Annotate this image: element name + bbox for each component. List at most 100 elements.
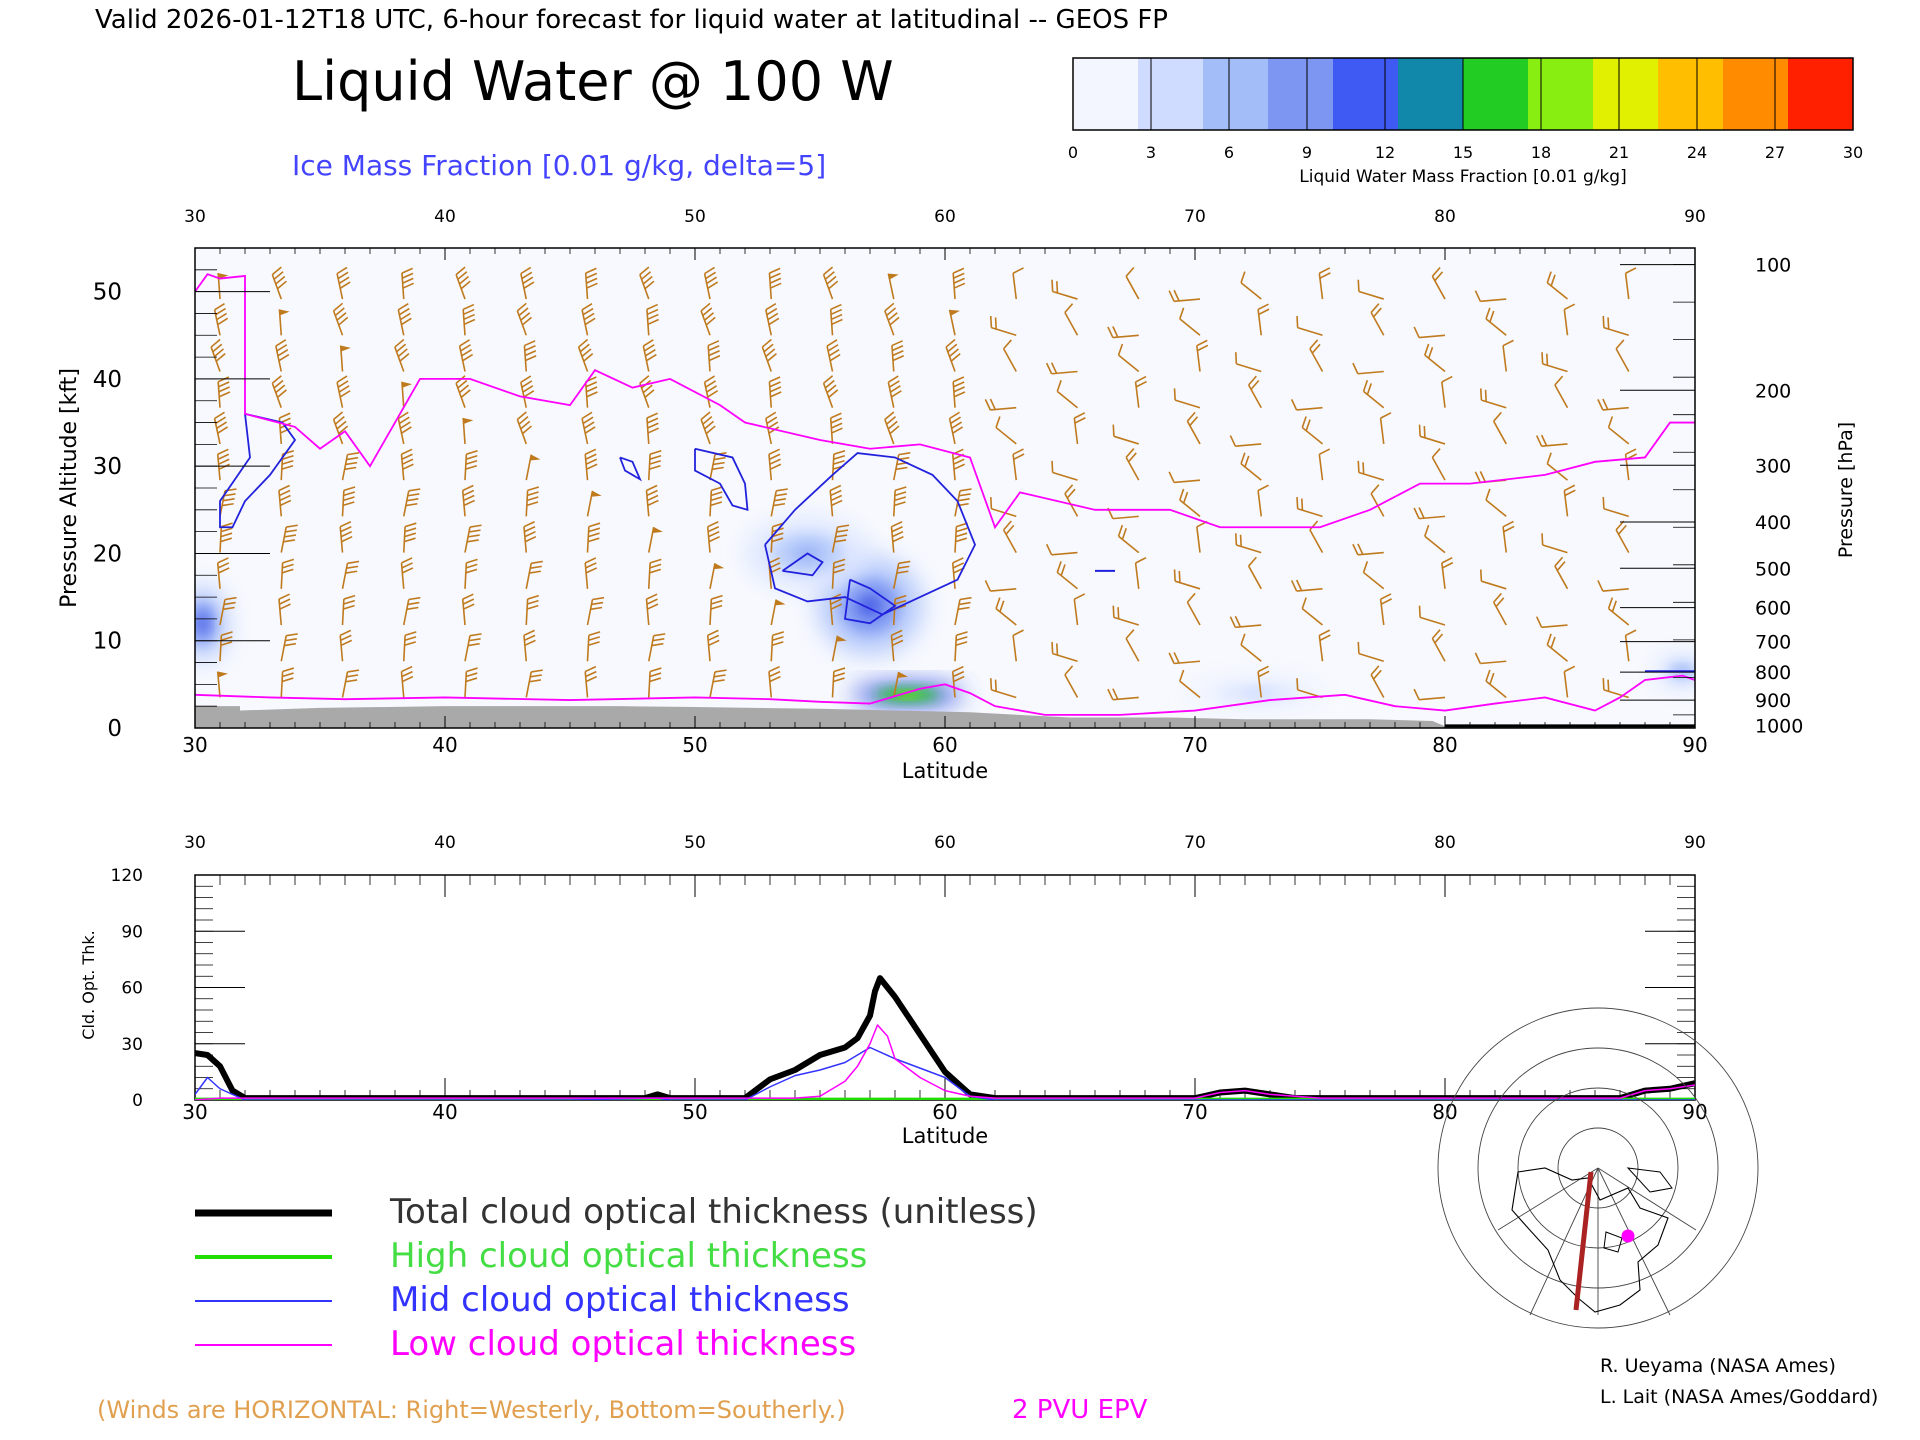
- wind-barb: [1301, 597, 1324, 626]
- wind-barb: [1441, 375, 1453, 408]
- wind-barb-staff: [1502, 345, 1508, 372]
- wind-barb-flag: [823, 375, 834, 384]
- wind-barb-flag: [280, 427, 292, 434]
- wind-barb-flag: [1357, 543, 1364, 555]
- wind-barb-flag: [959, 596, 972, 601]
- wind-barb-flag: [336, 266, 348, 275]
- wind-barb: [1379, 593, 1392, 626]
- wind-barb-flag: [279, 598, 291, 605]
- top-ylabel-right: Pressure [hPa]: [1835, 422, 1857, 558]
- wind-barb-flag: [278, 353, 290, 362]
- wind-barb-flag: [1485, 307, 1491, 320]
- bottom-x-tick-label-upper: 70: [1184, 833, 1206, 853]
- wind-barb: [1424, 524, 1446, 554]
- wind-barb-flag: [394, 338, 405, 348]
- wind-barb-flag: [713, 456, 726, 461]
- wind-barb-staff: [1357, 370, 1384, 375]
- top-x-tick-label: 60: [932, 733, 957, 757]
- wind-barb-flag: [1413, 688, 1420, 701]
- wind-barb: [1602, 315, 1629, 337]
- valid-line: Valid 2026-01-12T18 UTC, 6-hour forecast…: [95, 5, 1168, 35]
- wind-barb: [1546, 271, 1569, 300]
- wind-barb-flag: [895, 466, 908, 471]
- wind-barb-flag: [1125, 266, 1135, 277]
- wind-barb: [709, 486, 723, 517]
- wind-barb: [984, 580, 1017, 592]
- wind-barb: [1056, 380, 1079, 409]
- wind-barb-flag: [1179, 307, 1185, 320]
- wind-barb-flag: [217, 426, 229, 434]
- wind-barb: [525, 454, 541, 481]
- wind-barb: [1257, 665, 1270, 698]
- wind-barb-flag: [1051, 279, 1054, 292]
- wind-barb-flag: [950, 353, 961, 362]
- colorbar-swatch: [1658, 58, 1724, 130]
- wind-barb: [1597, 398, 1629, 411]
- wind-barb: [1535, 616, 1568, 629]
- wind-barb-flag: [281, 677, 294, 683]
- wind-barb-flag: [955, 636, 968, 642]
- wind-barb: [1441, 556, 1454, 589]
- wind-barb-staff: [1064, 674, 1079, 698]
- wind-barb-flag: [1434, 633, 1444, 644]
- wind-barb-flag: [1234, 352, 1238, 364]
- wind-barb-flag: [1189, 416, 1199, 427]
- wind-barb-flag: [281, 568, 294, 574]
- wind-barb-flag: [651, 642, 664, 647]
- wind-barb: [216, 448, 230, 481]
- wind-barb-flag: [712, 461, 725, 466]
- wind-barb-flag: [1607, 597, 1614, 609]
- wind-barb: [1186, 592, 1201, 626]
- wind-barb-flag: [333, 411, 344, 421]
- wind-barb-flag: [767, 312, 779, 321]
- wind-barb: [831, 524, 850, 553]
- wind-barb: [341, 486, 356, 517]
- wind-barb: [989, 497, 1017, 518]
- wind-barb-flag: [1107, 326, 1114, 338]
- wind-barb-flag: [1535, 435, 1543, 447]
- wind-barb-flag: [1413, 507, 1420, 519]
- colorbar-swatch: [1788, 58, 1854, 130]
- wind-barb-flag: [1319, 634, 1331, 642]
- wind-barb-flag: [282, 454, 294, 460]
- wind-barb-flag: [1250, 379, 1260, 390]
- wind-barb-flag: [586, 386, 598, 393]
- wind-barb-flag: [707, 340, 720, 347]
- wind-barb-flag: [770, 282, 782, 289]
- wind-barb-flag: [1318, 629, 1331, 637]
- wind-barb-flag: [588, 631, 601, 637]
- wind-barb-flag: [1380, 598, 1392, 605]
- wind-barb: [1554, 556, 1569, 590]
- wind-barb: [581, 411, 596, 445]
- wind-barb-flag: [705, 380, 716, 388]
- wind-barb-flag: [1173, 569, 1176, 582]
- wind-barb-flag: [585, 675, 598, 683]
- wind-barb-flag: [585, 267, 597, 274]
- wind-barb-flag: [1489, 672, 1495, 685]
- wind-barb-flag: [336, 375, 348, 383]
- wind-barb-flag: [766, 416, 778, 425]
- wind-barb-flag: [652, 638, 665, 642]
- wind-barb-flag: [222, 498, 235, 502]
- wind-barb-flag: [1229, 616, 1237, 628]
- wind-barb-flag: [1125, 448, 1135, 458]
- wind-barb-flag: [708, 350, 720, 357]
- wind-barb-flag: [214, 348, 225, 358]
- wind-barb: [1502, 339, 1514, 372]
- wind-barb-flag: [1541, 533, 1544, 546]
- wind-barb-flag: [333, 302, 344, 312]
- wind-barb-flag: [647, 313, 659, 321]
- wind-barb-flag: [1117, 524, 1124, 537]
- wind-barb-flag: [588, 522, 601, 528]
- wind-barb-staff: [1608, 426, 1630, 445]
- wind-barb: [341, 669, 360, 698]
- wind-barb-flag: [772, 636, 784, 642]
- wind-barb: [581, 302, 596, 336]
- wind-barb-flag: [649, 464, 661, 470]
- wind-barb-flag: [826, 384, 837, 394]
- wind-barb-flag: [953, 386, 965, 393]
- wind-barb-flag: [769, 267, 781, 274]
- wind-barb-staff: [1481, 580, 1507, 590]
- wind-barb: [336, 266, 351, 300]
- wind-barb-flag: [886, 416, 897, 425]
